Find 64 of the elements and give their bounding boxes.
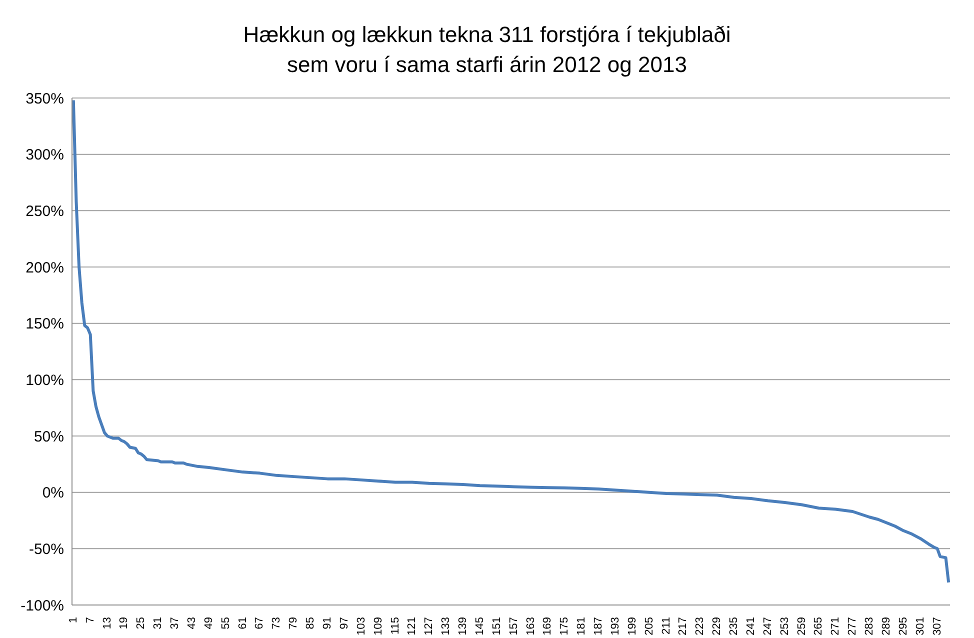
x-tick-label: 205 xyxy=(643,617,656,636)
x-tick-label: 37 xyxy=(169,617,182,630)
x-tick-label: 211 xyxy=(660,617,672,635)
x-tick-label: 43 xyxy=(186,617,198,630)
x-tick-label: 307 xyxy=(931,617,944,636)
x-tick-label: 133 xyxy=(440,617,452,636)
chart-title: Hækkun og lækkun tekna 311 forstjóra í tekjublaði sem voru í sama starfi árin 2012 og 2013 xyxy=(242,21,732,79)
x-tick-label: 295 xyxy=(897,617,910,636)
x-tick-label: 49 xyxy=(202,617,215,630)
x-tick-label: 253 xyxy=(778,617,791,636)
x-tick-label: 265 xyxy=(812,617,825,636)
x-tick-label: 13 xyxy=(101,617,114,630)
x-tick-label: 121 xyxy=(406,617,418,636)
x-tick-label: 157 xyxy=(508,617,520,636)
y-tick-label: -50% xyxy=(28,540,64,558)
x-tick-label: 55 xyxy=(220,617,232,630)
x-tick-label: 7 xyxy=(84,617,96,624)
x-tick-label: 91 xyxy=(321,617,334,630)
x-tick-label: 67 xyxy=(254,617,266,630)
x-tick-label: 85 xyxy=(304,617,317,630)
x-tick-label: 1 xyxy=(67,617,80,624)
x-tick-label: 247 xyxy=(762,617,774,636)
x-tick-label: 79 xyxy=(288,617,300,630)
x-tick-label: 217 xyxy=(677,617,690,636)
x-tick-label: 241 xyxy=(744,617,757,636)
x-tick-label: 103 xyxy=(355,617,368,636)
x-tick-label: 151 xyxy=(490,617,503,636)
line-series xyxy=(72,98,950,584)
x-tick-label: 289 xyxy=(880,617,892,636)
x-tick-label: 259 xyxy=(796,617,808,636)
x-tick-label: 193 xyxy=(609,617,622,636)
x-tick-label: 61 xyxy=(236,617,249,630)
x-tick-label: 31 xyxy=(152,617,164,630)
x-tick-label: 127 xyxy=(423,617,436,636)
x-tick-label: 109 xyxy=(372,617,384,636)
y-tick-label: 50% xyxy=(34,428,64,446)
x-tick-label: 277 xyxy=(846,617,859,636)
x-tick-label: 229 xyxy=(711,617,724,636)
y-tick-label: 300% xyxy=(26,146,64,164)
x-tick-label: 163 xyxy=(524,617,537,636)
x-tick-label: 145 xyxy=(474,617,486,636)
x-tick-label: 97 xyxy=(338,617,350,630)
y-tick-label: 150% xyxy=(26,316,64,333)
x-tick-label: 73 xyxy=(270,617,283,630)
x-tick-label: 223 xyxy=(694,617,706,636)
x-tick-label: 187 xyxy=(592,617,605,636)
x-tick-label: 115 xyxy=(389,617,402,635)
x-tick-label: 271 xyxy=(830,617,842,636)
x-tick-label: 235 xyxy=(728,617,740,636)
x-tick-label: 181 xyxy=(576,617,588,636)
x-tick-label: 169 xyxy=(542,617,554,636)
x-tick-label: 139 xyxy=(457,617,470,636)
x-tick-label: 301 xyxy=(914,617,926,636)
y-tick-label: 100% xyxy=(26,372,64,389)
x-tick-label: 283 xyxy=(864,617,876,636)
x-tick-label: 199 xyxy=(626,617,638,636)
x-tick-label: 25 xyxy=(135,617,148,630)
x-tick-label: 175 xyxy=(558,617,571,636)
y-tick-label: 250% xyxy=(26,202,64,220)
y-tick-label: 200% xyxy=(26,259,64,276)
y-tick-label: -100% xyxy=(20,597,64,614)
x-tick-label: 19 xyxy=(118,617,130,630)
y-tick-label: 350% xyxy=(26,90,64,108)
y-tick-label: 0% xyxy=(42,484,64,502)
